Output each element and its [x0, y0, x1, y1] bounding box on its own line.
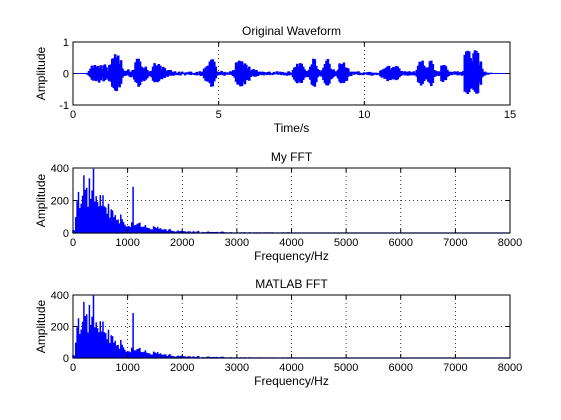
- matlab-fft-x-tick-label: 6000: [389, 362, 413, 374]
- my-fft-title: My FFT: [271, 150, 313, 164]
- my-fft-x-tick-label: 8000: [498, 237, 522, 249]
- my-fft-y-axis-label: Amplitude: [34, 174, 48, 228]
- my-fft-x-tick-label: 7000: [443, 237, 467, 249]
- my-fft-x-tick-label: 0: [70, 237, 76, 249]
- matlab-fft-x-tick-label: 2000: [170, 362, 194, 374]
- my-fft-x-axis-label: Frequency/Hz: [254, 249, 329, 263]
- matlab-fft-y-tick-label: 0: [63, 353, 69, 365]
- my-fft-x-tick-label: 5000: [334, 237, 358, 249]
- waveform-y-tick-label: 1: [63, 37, 69, 49]
- my-fft-x-tick-label: 1000: [115, 237, 139, 249]
- waveform-y-tick-label: 0: [63, 69, 69, 81]
- matlab-fft-plot: 0 1000 2000 3000 4000 5000 6000 7000 8000 0 200 400…: [34, 277, 522, 388]
- my-fft-y-tick-label: 200: [51, 196, 69, 208]
- my-fft-x-tick-label: 6000: [389, 237, 413, 249]
- waveform-x-tick-label: 0: [70, 109, 76, 121]
- my-fft-x-tick-label: 4000: [279, 237, 303, 249]
- waveform-y-tick-label: -1: [59, 100, 69, 112]
- matlab-fft-x-tick-label: 4000: [279, 362, 303, 374]
- matlab-fft-title: MATLAB FFT: [255, 277, 328, 291]
- waveform-y-axis-label: Amplitude: [34, 47, 48, 101]
- matlab-fft-x-tick-label: 1000: [115, 362, 139, 374]
- my-fft-y-tick-label: 400: [51, 163, 69, 175]
- waveform-x-tick-label: 5: [216, 109, 222, 121]
- my-fft-x-tick-label: 3000: [225, 237, 249, 249]
- matlab-fft-x-tick-label: 7000: [443, 362, 467, 374]
- matlab-fft-x-tick-label: 8000: [498, 362, 522, 374]
- waveform-x-axis-label: Time/s: [274, 121, 310, 135]
- waveform-x-tick-label: 10: [358, 109, 370, 121]
- matlab-fft-x-tick-label: 0: [70, 362, 76, 374]
- matlab-fft-x-tick-label: 3000: [225, 362, 249, 374]
- my-fft-x-tick-label: 2000: [170, 237, 194, 249]
- my-fft-plot: 0 1000 2000 3000 4000 5000 6000 7000 8000 0 200 400…: [34, 150, 522, 263]
- waveform-x-tick-label: 15: [504, 109, 516, 121]
- matlab-fft-x-axis-label: Frequency/Hz: [254, 374, 329, 388]
- waveform-title: Original Waveform: [242, 24, 341, 38]
- matlab-fft-y-axis-label: Amplitude: [34, 300, 48, 354]
- matlab-fft-x-tick-label: 5000: [334, 362, 358, 374]
- my-fft-y-tick-label: 0: [63, 228, 69, 240]
- matlab-fft-y-tick-label: 400: [51, 290, 69, 302]
- matlab-fft-plot-area: [73, 295, 510, 358]
- matlab-fft-y-tick-label: 200: [51, 322, 69, 334]
